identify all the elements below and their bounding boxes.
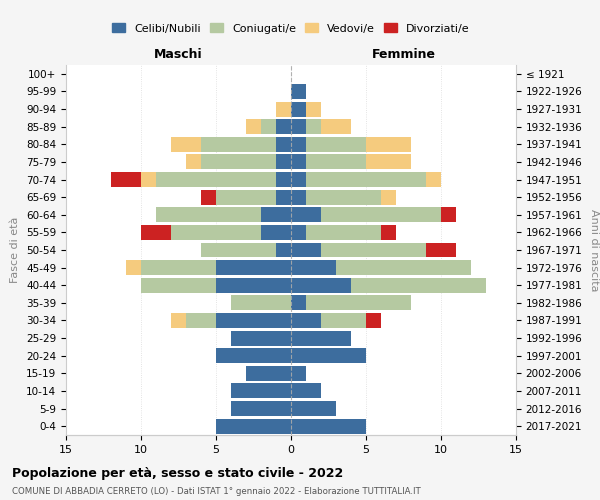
- Bar: [291, 242, 321, 258]
- Bar: [306, 190, 381, 204]
- Bar: [291, 154, 306, 170]
- Bar: [261, 119, 276, 134]
- Bar: [171, 137, 201, 152]
- Bar: [291, 330, 351, 345]
- Bar: [291, 137, 306, 152]
- Bar: [366, 313, 381, 328]
- Bar: [246, 366, 291, 381]
- Bar: [306, 137, 366, 152]
- Bar: [156, 208, 261, 222]
- Bar: [141, 278, 216, 292]
- Bar: [201, 242, 276, 258]
- Bar: [366, 137, 411, 152]
- Bar: [186, 313, 216, 328]
- Bar: [291, 225, 306, 240]
- Bar: [291, 84, 306, 99]
- Bar: [291, 366, 306, 381]
- Bar: [441, 208, 456, 222]
- Bar: [216, 260, 291, 275]
- Bar: [306, 102, 321, 116]
- Bar: [276, 190, 291, 204]
- Text: Popolazione per età, sesso e stato civile - 2022: Popolazione per età, sesso e stato civil…: [12, 468, 343, 480]
- Bar: [321, 208, 441, 222]
- Text: Maschi: Maschi: [154, 48, 203, 62]
- Bar: [291, 119, 306, 134]
- Bar: [231, 330, 291, 345]
- Bar: [321, 313, 366, 328]
- Bar: [306, 296, 411, 310]
- Bar: [291, 278, 351, 292]
- Bar: [381, 190, 396, 204]
- Text: Femmine: Femmine: [371, 48, 436, 62]
- Bar: [231, 384, 291, 398]
- Bar: [291, 190, 306, 204]
- Bar: [141, 172, 156, 187]
- Bar: [171, 225, 261, 240]
- Bar: [291, 102, 306, 116]
- Bar: [351, 278, 486, 292]
- Bar: [126, 260, 141, 275]
- Bar: [306, 172, 426, 187]
- Bar: [216, 313, 291, 328]
- Bar: [291, 208, 321, 222]
- Bar: [306, 154, 366, 170]
- Bar: [321, 119, 351, 134]
- Bar: [201, 154, 276, 170]
- Bar: [276, 242, 291, 258]
- Bar: [366, 154, 411, 170]
- Bar: [276, 154, 291, 170]
- Bar: [291, 260, 336, 275]
- Bar: [216, 348, 291, 363]
- Bar: [156, 172, 276, 187]
- Bar: [141, 260, 216, 275]
- Bar: [291, 172, 306, 187]
- Bar: [111, 172, 141, 187]
- Bar: [291, 418, 366, 434]
- Bar: [246, 119, 261, 134]
- Bar: [291, 384, 321, 398]
- Bar: [291, 348, 366, 363]
- Bar: [426, 172, 441, 187]
- Bar: [261, 208, 291, 222]
- Bar: [276, 172, 291, 187]
- Bar: [216, 190, 276, 204]
- Legend: Celibi/Nubili, Coniugati/e, Vedovi/e, Divorziati/e: Celibi/Nubili, Coniugati/e, Vedovi/e, Di…: [108, 19, 474, 38]
- Bar: [426, 242, 456, 258]
- Bar: [291, 401, 336, 416]
- Bar: [306, 119, 321, 134]
- Bar: [306, 225, 381, 240]
- Bar: [171, 313, 186, 328]
- Bar: [231, 296, 291, 310]
- Bar: [216, 278, 291, 292]
- Bar: [141, 225, 171, 240]
- Bar: [276, 102, 291, 116]
- Text: COMUNE DI ABBADIA CERRETO (LO) - Dati ISTAT 1° gennaio 2022 - Elaborazione TUTTI: COMUNE DI ABBADIA CERRETO (LO) - Dati IS…: [12, 488, 421, 496]
- Bar: [276, 137, 291, 152]
- Bar: [276, 119, 291, 134]
- Bar: [201, 137, 276, 152]
- Bar: [336, 260, 471, 275]
- Bar: [231, 401, 291, 416]
- Bar: [291, 296, 306, 310]
- Bar: [216, 418, 291, 434]
- Bar: [321, 242, 426, 258]
- Bar: [261, 225, 291, 240]
- Bar: [381, 225, 396, 240]
- Y-axis label: Anni di nascita: Anni di nascita: [589, 209, 599, 291]
- Bar: [291, 313, 321, 328]
- Bar: [186, 154, 201, 170]
- Bar: [201, 190, 216, 204]
- Y-axis label: Fasce di età: Fasce di età: [10, 217, 20, 283]
